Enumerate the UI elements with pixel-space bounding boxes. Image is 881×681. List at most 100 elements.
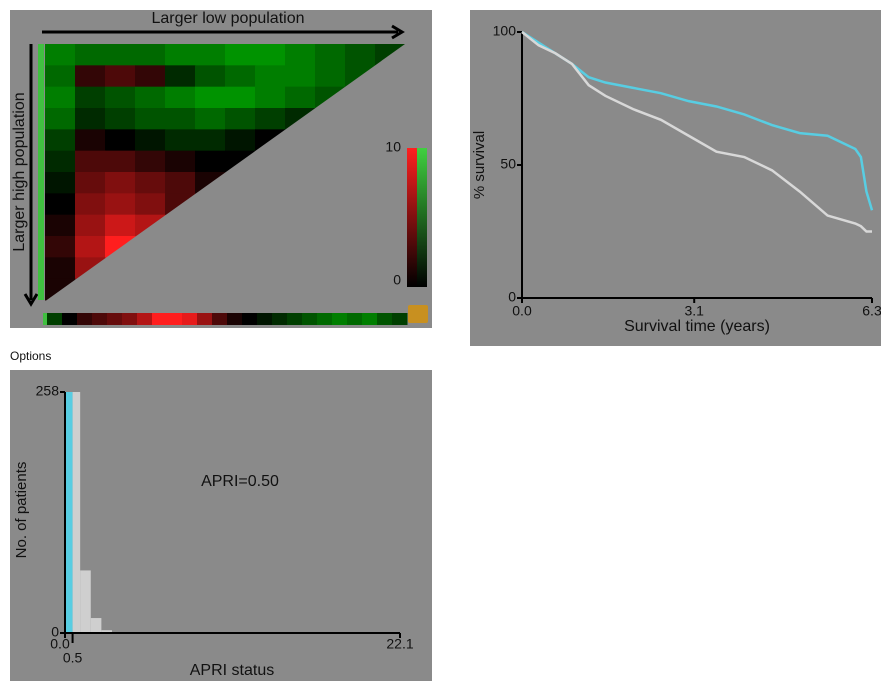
heatmap-cell (165, 150, 196, 173)
heatmap-cell (75, 65, 106, 88)
heatmap-cell (45, 150, 76, 173)
strip-cell (287, 313, 303, 325)
heatmap-cell (195, 129, 226, 152)
heatmap-cell (165, 86, 196, 109)
strip-cell (182, 313, 198, 325)
heatmap-cell (105, 172, 136, 194)
heatmap-cell (105, 214, 136, 237)
heatmap-cell (75, 236, 106, 258)
heatmap-cell (135, 86, 166, 109)
heatmap-cell (255, 65, 286, 88)
heatmap-cell (195, 65, 226, 88)
arrow-head (23, 293, 39, 307)
strip-cell (242, 313, 258, 325)
y-tick-label: 0 (51, 624, 59, 640)
heatmap-cell (75, 129, 106, 152)
x-tick-label: 22.1 (386, 636, 413, 652)
heatmap-cell (45, 65, 76, 88)
survival-line (521, 31, 872, 233)
heatmap-cell (225, 65, 256, 88)
heatmap-cell (345, 44, 376, 66)
heatmap-cell (255, 44, 286, 66)
heatmap-cell (45, 236, 76, 258)
bar (72, 392, 81, 633)
colorbar-tick-label: 10 (385, 139, 401, 155)
heatmap-cell (45, 108, 76, 130)
annotation: APRI=0.50 (201, 473, 279, 490)
x-tick-label: 0.5 (63, 650, 83, 666)
y-tick-label: 258 (36, 383, 60, 399)
strip-cell (212, 313, 228, 325)
options-label[interactable]: Options (10, 349, 51, 363)
strip-cell (362, 313, 378, 325)
y-tick-label: 0 (508, 289, 516, 305)
arrow-head (391, 24, 405, 40)
bar (65, 392, 73, 633)
heatmap-cell (165, 44, 196, 66)
heatmap-cell (105, 86, 136, 109)
strip-cell (377, 313, 393, 325)
x-tick-label: 3.1 (684, 303, 704, 319)
heatmap-cell (135, 193, 166, 216)
heatmap-cell (105, 65, 136, 88)
strip-cell (302, 313, 318, 325)
edge-strip (38, 44, 44, 300)
x-tick-label: 0.0 (50, 636, 70, 652)
heatmap-cell (315, 44, 346, 66)
strip-cell (332, 313, 348, 325)
strip-cell (137, 313, 153, 325)
heatmap-cell (135, 108, 166, 130)
bar (101, 630, 112, 633)
heatmap-cell (225, 44, 256, 66)
heatmap-cell (225, 86, 256, 109)
heatmap-cell (75, 150, 106, 173)
heatmap-cell (195, 150, 226, 173)
heatmap-cell (45, 86, 76, 109)
triangle-mask (44, 44, 407, 302)
heatmap-cell (105, 129, 136, 152)
heatmap-cell (195, 44, 226, 66)
heatmap-cell (45, 214, 76, 237)
heatmap-cell (135, 129, 166, 152)
heatmap-cell (315, 65, 346, 88)
heatmap-cell (285, 44, 316, 66)
strip-cell (197, 313, 213, 325)
heatmap-cell (135, 150, 166, 173)
heatmap-cell (135, 65, 166, 88)
strip-cell (77, 313, 93, 325)
x-tick-label: 0.0 (512, 303, 532, 319)
heatmap-cell (195, 86, 226, 109)
bar (90, 618, 102, 633)
heatmap-cell (255, 108, 286, 130)
lock-icon[interactable] (408, 305, 428, 323)
heatmap-ylabel: Larger high population (11, 92, 28, 251)
heatmap-cell (75, 86, 106, 109)
y-tick-label: 50 (500, 156, 516, 172)
heatmap-cell (285, 86, 316, 109)
colorbar-tick-label: 0 (393, 272, 401, 288)
survival-panel (470, 10, 881, 346)
heatmap-cell (225, 108, 256, 130)
x-axis-label: Survival time (years) (624, 318, 770, 335)
strip-cell (347, 313, 363, 325)
heatmap-cell (195, 108, 226, 130)
heatmap-cell (225, 129, 256, 152)
heatmap-cell (45, 193, 76, 216)
y-tick-label: 100 (493, 23, 517, 39)
heatmap-cell (75, 108, 106, 130)
strip-cell (152, 313, 168, 325)
strip-cell (47, 313, 63, 325)
strip-cell (227, 313, 243, 325)
strip-cell (317, 313, 333, 325)
y-axis-label: No. of patients (13, 462, 30, 559)
heatmap-cell (105, 150, 136, 173)
x-axis-label: APRI status (190, 662, 274, 679)
heatmap-cell (105, 193, 136, 216)
strip-edge (43, 313, 47, 325)
heatmap-cell (165, 172, 196, 194)
heatmap-cell (75, 44, 106, 66)
strip-cell (92, 313, 108, 325)
colorbar-red (405, 148, 417, 287)
heatmap-cell (165, 65, 196, 88)
bar (80, 570, 91, 633)
